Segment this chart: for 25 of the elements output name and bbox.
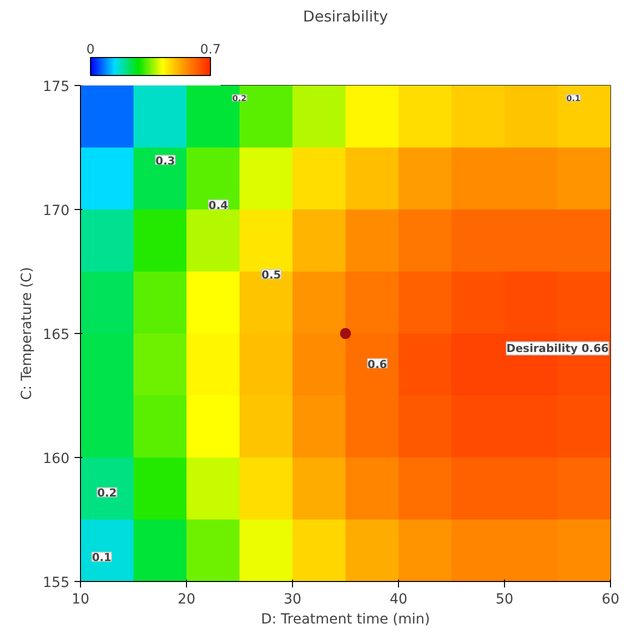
y-tick-label: 165 bbox=[42, 327, 70, 343]
x-tick-label: 50 bbox=[496, 592, 514, 608]
annotation: 0.4 bbox=[208, 199, 228, 212]
x-tick-label: 40 bbox=[390, 592, 408, 608]
y-tick-label: 170 bbox=[42, 203, 70, 219]
y-tick-label: 175 bbox=[42, 79, 70, 95]
annotation: 0.2 bbox=[97, 486, 117, 500]
chart-title: Desirability bbox=[303, 8, 388, 26]
annotation: 0.1 bbox=[566, 94, 581, 103]
x-tick-label: 20 bbox=[178, 592, 196, 608]
y-tick-label: 160 bbox=[42, 451, 70, 467]
color-bar-label: 0 bbox=[86, 42, 95, 58]
annotation: 0.2 bbox=[232, 94, 247, 103]
annotation: 0.5 bbox=[262, 268, 282, 282]
annotation: 0.3 bbox=[156, 154, 176, 168]
annotation: 0.1 bbox=[92, 551, 112, 564]
x-axis-title: D: Treatment time (min) bbox=[260, 612, 430, 628]
x-tick-label: 60 bbox=[602, 592, 620, 608]
x-tick-label: 30 bbox=[284, 592, 302, 608]
y-tick-label: 155 bbox=[42, 575, 70, 591]
annotation: 0.6 bbox=[368, 358, 388, 371]
color-bar-label: 0.7 bbox=[200, 42, 221, 58]
annotation: Desirability 0.66 bbox=[506, 342, 610, 355]
x-tick-label: 10 bbox=[72, 592, 90, 608]
y-axis-title: C: Temperature (C) bbox=[18, 267, 35, 400]
